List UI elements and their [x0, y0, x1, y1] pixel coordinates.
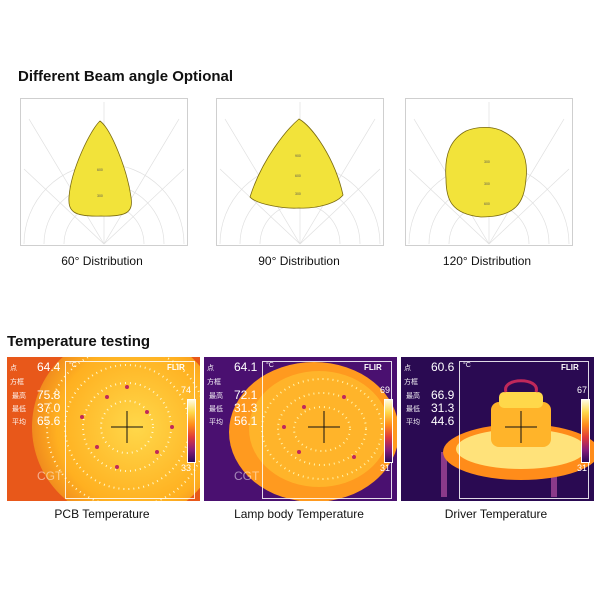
color-scale [384, 399, 393, 463]
min-value: 31.3 [234, 401, 258, 415]
min-value: 37.0 [37, 401, 61, 415]
watermark: CGT [234, 469, 260, 483]
polar-chart-90: 900 600 300 [216, 98, 384, 246]
avg-value: 56.1 [234, 414, 258, 428]
caption-60: 60° Distribution [61, 254, 143, 268]
svg-text:600: 600 [97, 168, 103, 172]
beam-section-title: Different Beam angle Optional [18, 68, 234, 85]
flir-logo: FLIR [167, 363, 185, 372]
scale-top: 67 [577, 385, 588, 395]
label-avg: 平均 [209, 419, 223, 426]
scale-bottom: 31 [577, 463, 588, 473]
scale-top: 74 [181, 385, 192, 395]
scale-top: 69 [380, 385, 391, 395]
caption-pcb: PCB Temperature [54, 507, 150, 521]
temperature-section-title: Temperature testing [7, 333, 151, 350]
unit-label: °C [463, 362, 471, 369]
label-min: 最低 [406, 406, 420, 413]
svg-text:300: 300 [484, 182, 490, 186]
thermal-image-pcb: °C FLIR 点 64.4 方框 最高 75.8 最低 37.0 平均 65.… [7, 357, 200, 501]
svg-text:300: 300 [97, 194, 103, 198]
beam-shape-60 [68, 120, 132, 217]
flir-logo: FLIR [364, 363, 382, 372]
label-max: 最高 [12, 393, 26, 400]
watermark: CGT [37, 469, 63, 483]
polar-chart-120: 300 300 600 [405, 98, 573, 246]
measure-box [65, 361, 195, 499]
label-min: 最低 [209, 406, 223, 413]
max-value: 66.9 [431, 388, 455, 402]
beam-shape-90 [249, 118, 344, 209]
avg-value: 65.6 [37, 414, 61, 428]
max-value: 75.8 [37, 388, 61, 402]
label-point: 点 [404, 365, 411, 372]
unit-label: °C [69, 362, 77, 369]
thermal-image-driver: °C FLIR 点 60.6 方框 最高 66.9 最低 31.3 平均 44.… [401, 357, 594, 501]
caption-driver: Driver Temperature [444, 507, 548, 521]
scale-bottom: 31 [380, 463, 391, 473]
label-max: 最高 [406, 393, 420, 400]
color-scale [581, 399, 590, 463]
polar-chart-60: 600 300 [20, 98, 188, 246]
min-value: 31.3 [431, 401, 455, 415]
unit-label: °C [266, 362, 274, 369]
spot-value: 64.4 [37, 360, 61, 374]
label-point: 点 [207, 365, 214, 372]
label-point: 点 [10, 365, 17, 372]
svg-text:600: 600 [484, 202, 490, 206]
label-avg: 平均 [12, 419, 26, 426]
measure-box [262, 361, 392, 499]
label-max: 最高 [209, 393, 223, 400]
color-scale [187, 399, 196, 463]
label-min: 最低 [12, 406, 26, 413]
spot-value: 64.1 [234, 360, 258, 374]
spot-value: 60.6 [431, 360, 455, 374]
caption-90: 90° Distribution [258, 254, 340, 268]
thermal-image-lamp-body: °C FLIR 点 64.1 方框 最高 72.1 最低 31.3 平均 56.… [204, 357, 397, 501]
caption-lamp-body: Lamp body Temperature [234, 507, 364, 521]
label-box: 方框 [10, 379, 24, 386]
svg-text:900: 900 [295, 154, 301, 158]
svg-text:300: 300 [484, 160, 490, 164]
flir-logo: FLIR [561, 363, 579, 372]
label-box: 方框 [207, 379, 221, 386]
svg-text:300: 300 [295, 192, 301, 196]
label-box: 方框 [404, 379, 418, 386]
avg-value: 44.6 [431, 414, 455, 428]
label-avg: 平均 [406, 419, 420, 426]
beam-shape-120 [445, 126, 527, 218]
max-value: 72.1 [234, 388, 258, 402]
scale-bottom: 33 [181, 463, 192, 473]
svg-text:600: 600 [295, 174, 301, 178]
measure-box [459, 361, 589, 499]
caption-120: 120° Distribution [442, 254, 532, 268]
